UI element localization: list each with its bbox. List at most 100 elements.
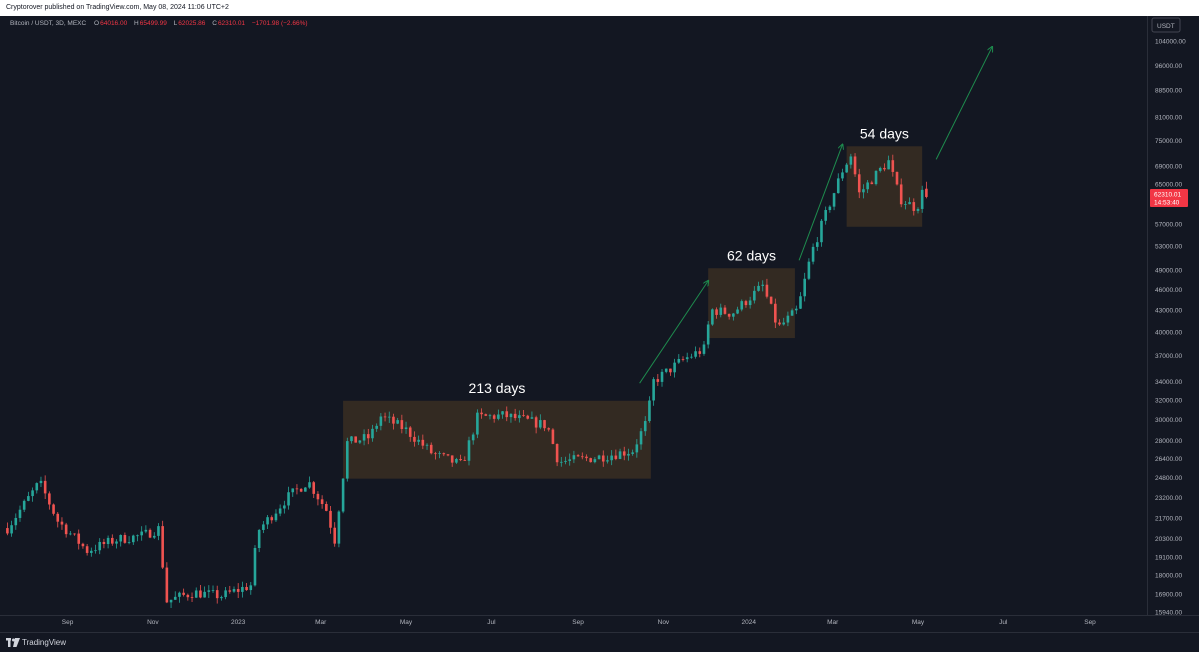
candle-up	[635, 444, 639, 453]
candle-up	[832, 193, 836, 207]
candle-down	[186, 594, 190, 598]
candle-up	[455, 458, 458, 463]
candle-up	[828, 206, 832, 211]
candle-down	[64, 524, 68, 535]
candle-down	[123, 534, 127, 543]
candle-down	[853, 156, 857, 175]
candle-up	[341, 478, 345, 512]
price-tick-label: 32000.00	[1155, 397, 1182, 404]
candle-down	[459, 458, 462, 461]
candle-down	[883, 167, 886, 170]
candle-down	[245, 586, 248, 591]
candle-down	[102, 541, 106, 545]
candle-up	[643, 421, 647, 432]
candle-down	[6, 528, 9, 534]
candle-down	[555, 443, 559, 463]
price-tick-label: 40000.00	[1155, 329, 1182, 336]
candle-up	[610, 455, 613, 461]
candle-up	[652, 379, 655, 401]
candle-up	[753, 290, 756, 301]
price-tick-label: 20300.00	[1155, 536, 1182, 543]
candle-up	[509, 413, 513, 418]
candle-up	[757, 285, 760, 291]
candle-up	[685, 357, 689, 360]
candle-up	[702, 344, 706, 354]
candle-up	[27, 496, 30, 501]
candle-up	[606, 460, 609, 462]
candle-down	[73, 533, 76, 535]
candle-up	[257, 529, 261, 549]
candle-up	[518, 415, 521, 419]
candle-up	[266, 517, 269, 525]
candle-up	[90, 550, 93, 553]
candle-up	[106, 537, 110, 545]
candle-up	[467, 440, 471, 461]
candle-down	[429, 444, 433, 454]
candle-down	[547, 428, 551, 430]
candle-down	[656, 379, 660, 382]
candle-up	[144, 529, 148, 532]
candle-down	[769, 296, 773, 304]
candle-up	[308, 482, 311, 488]
ohlc-legend: Bitcoin / USDT, 3D, MEXC O64016.00 H6549…	[10, 20, 313, 27]
price-tick-label: 34000.00	[1155, 379, 1182, 386]
high-label: H	[134, 20, 139, 27]
chart-area[interactable]: USDT 104000.00 96000.00 88500.00 81000.00 750…	[0, 16, 1199, 632]
candle-down	[526, 415, 530, 419]
price-tick-label: 16900.00	[1155, 592, 1182, 599]
candle-down	[492, 415, 496, 419]
candle-up	[820, 220, 823, 243]
candle-up	[732, 313, 735, 317]
close-value: 62310.01	[217, 20, 246, 27]
date-tick-label: Jul	[487, 619, 496, 626]
candle-down	[484, 414, 488, 416]
price-chart[interactable]: USDT 104000.00 96000.00 88500.00 81000.00 750…	[0, 16, 1199, 632]
candle-down	[870, 182, 874, 185]
candle-up	[203, 591, 206, 598]
price-tick-label: 30000.00	[1155, 417, 1182, 424]
candle-up	[673, 362, 676, 373]
candle-down	[727, 313, 731, 317]
candle-up	[178, 592, 181, 597]
date-tick-label: Sep	[62, 619, 74, 626]
candle-down	[392, 416, 395, 424]
candle-up	[131, 535, 135, 543]
currency-label[interactable]: USDT	[1151, 17, 1181, 33]
candle-up	[794, 308, 798, 311]
price-tick-label: 18000.00	[1155, 572, 1182, 579]
candle-up	[866, 182, 869, 190]
date-tick-label: Nov	[658, 619, 670, 626]
candle-down	[77, 533, 81, 544]
price-tick-label: 81000.00	[1155, 115, 1182, 122]
candle-up	[18, 509, 22, 518]
publisher-text: Cryptorover published on TradingView.com…	[6, 4, 229, 11]
candle-up	[627, 453, 630, 456]
price-tick-label: 46000.00	[1155, 287, 1182, 294]
candle-up	[350, 436, 353, 442]
candle-up	[920, 189, 924, 209]
candle-down	[622, 451, 626, 456]
candle-down	[505, 411, 509, 418]
candle-up	[648, 400, 651, 422]
range-duration-label: 54 days	[860, 125, 909, 141]
date-tick-label: Sep	[1084, 619, 1096, 626]
candle-up	[660, 371, 664, 382]
candle-up	[878, 167, 882, 171]
candle-up	[425, 444, 429, 446]
candle-down	[312, 482, 316, 494]
candle-down	[325, 503, 328, 511]
open-label: O	[94, 20, 100, 27]
price-tick-label: 104000.00	[1155, 39, 1186, 46]
price-tick-label: 19100.00	[1155, 554, 1182, 561]
candle-up	[358, 440, 362, 443]
candle-down	[413, 436, 416, 442]
candle-up	[530, 417, 534, 419]
last-price-value: 62310.01	[1154, 191, 1181, 198]
candle-up	[497, 414, 500, 419]
candle-up	[283, 505, 286, 509]
candle-down	[778, 322, 781, 325]
candle-up	[748, 300, 752, 306]
candle-down	[589, 458, 592, 463]
candle-down	[295, 488, 299, 490]
candle-up	[304, 487, 307, 492]
